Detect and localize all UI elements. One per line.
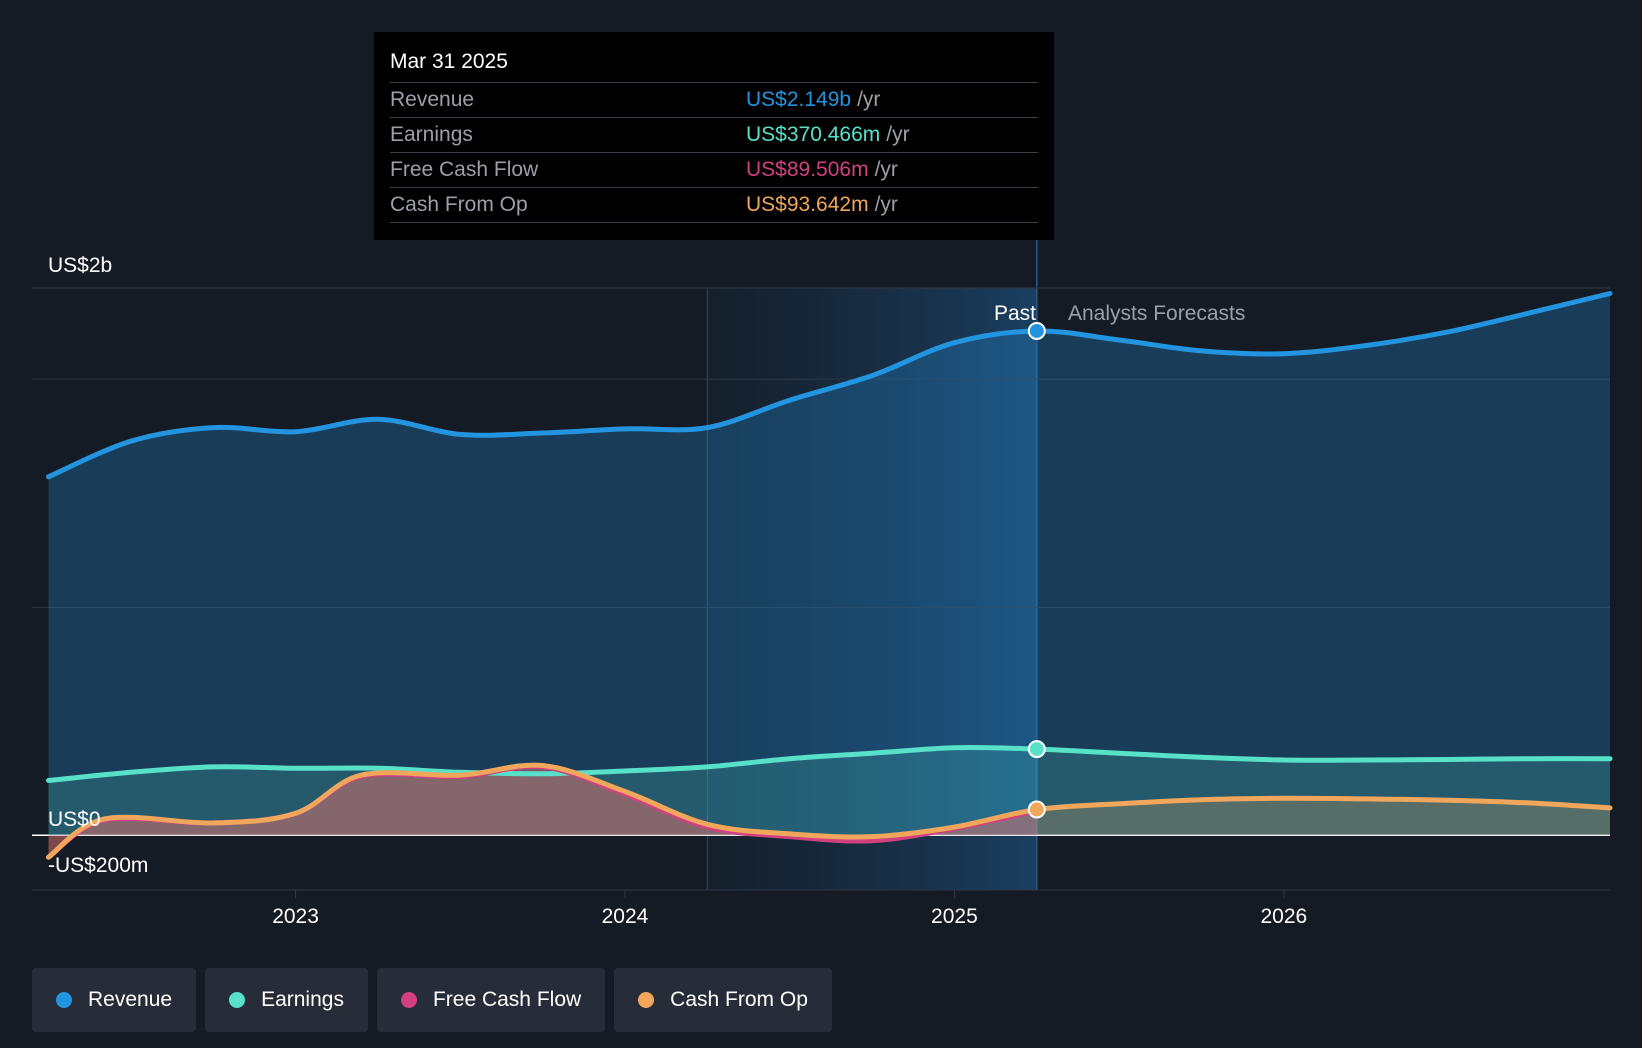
tooltip: Mar 31 2025 Revenue US$2.149b /yr Earnin… bbox=[374, 32, 1054, 240]
tooltip-label: Revenue bbox=[390, 88, 475, 111]
tooltip-row-free-cash-flow: Free Cash Flow US$89.506m /yr bbox=[390, 152, 1038, 187]
series-revenue-area bbox=[48, 293, 1610, 836]
tooltip-value: US$89.506m bbox=[746, 158, 869, 181]
tooltip-label: Cash From Op bbox=[390, 193, 528, 216]
x-tick-label: 2024 bbox=[602, 905, 649, 928]
tooltip-unit: /yr bbox=[857, 88, 881, 111]
x-tick-label: 2023 bbox=[272, 905, 319, 928]
legend-dot-icon bbox=[56, 992, 72, 1008]
legend-dot-icon bbox=[400, 992, 417, 1008]
tooltip-row-cash-from-op: Cash From Op US$93.642m /yr bbox=[390, 187, 1038, 223]
y-label-top: US$2b bbox=[48, 254, 112, 277]
tooltip-unit: /yr bbox=[874, 193, 898, 216]
legend-dot-icon bbox=[229, 992, 246, 1008]
series-revenue-line bbox=[46, 291, 1613, 480]
legend-item-earnings[interactable]: Earnings bbox=[205, 968, 368, 1032]
y-label-bottom: -US$200m bbox=[48, 854, 148, 877]
tooltip-unit: /yr bbox=[874, 158, 898, 181]
tooltip-row-earnings: Earnings US$370.466m /yr bbox=[390, 117, 1038, 152]
tooltip-value: US$2.149b bbox=[746, 88, 852, 111]
past-highlight-region bbox=[707, 288, 1037, 890]
tooltip-row-revenue: Revenue US$2.149b /yr bbox=[390, 82, 1038, 117]
y-label-zero: US$0 bbox=[48, 808, 101, 831]
past-label: Past bbox=[994, 302, 1036, 325]
marker-earnings bbox=[1027, 740, 1046, 759]
tooltip-label: Free Cash Flow bbox=[390, 158, 539, 181]
tooltip-label: Earnings bbox=[390, 123, 473, 146]
series-free-cash-flow-area bbox=[48, 766, 1037, 858]
legend-item-cash-from-op[interactable]: Cash From Op bbox=[614, 968, 832, 1032]
legend-dot-icon bbox=[638, 992, 655, 1008]
x-tick-label: 2026 bbox=[1260, 905, 1307, 928]
legend-item-revenue[interactable]: Revenue bbox=[32, 968, 197, 1032]
series-earnings-line bbox=[46, 744, 1613, 783]
legend-label: Revenue bbox=[88, 988, 173, 1011]
legend-label: Earnings bbox=[261, 988, 344, 1011]
legend-label: Cash From Op bbox=[670, 988, 808, 1011]
series-cash-from-op-line bbox=[46, 762, 1613, 860]
legend: Revenue Earnings Free Cash Flow Cash Fro… bbox=[32, 968, 832, 1032]
tooltip-unit: /yr bbox=[886, 123, 910, 146]
tooltip-value: US$370.466m bbox=[746, 123, 881, 146]
legend-label: Free Cash Flow bbox=[432, 988, 582, 1011]
x-tick-label: 2025 bbox=[931, 905, 978, 928]
legend-item-free-cash-flow[interactable]: Free Cash Flow bbox=[376, 968, 606, 1032]
tooltip-date: Mar 31 2025 bbox=[390, 50, 508, 73]
marker-revenue bbox=[1027, 321, 1046, 340]
series-earnings-area bbox=[48, 747, 1610, 836]
forecast-label: Analysts Forecasts bbox=[1068, 302, 1245, 325]
tooltip-value: US$93.642m bbox=[746, 193, 869, 216]
series-cash-from-op-area bbox=[48, 765, 1610, 858]
marker-cash-from-op bbox=[1027, 800, 1046, 819]
